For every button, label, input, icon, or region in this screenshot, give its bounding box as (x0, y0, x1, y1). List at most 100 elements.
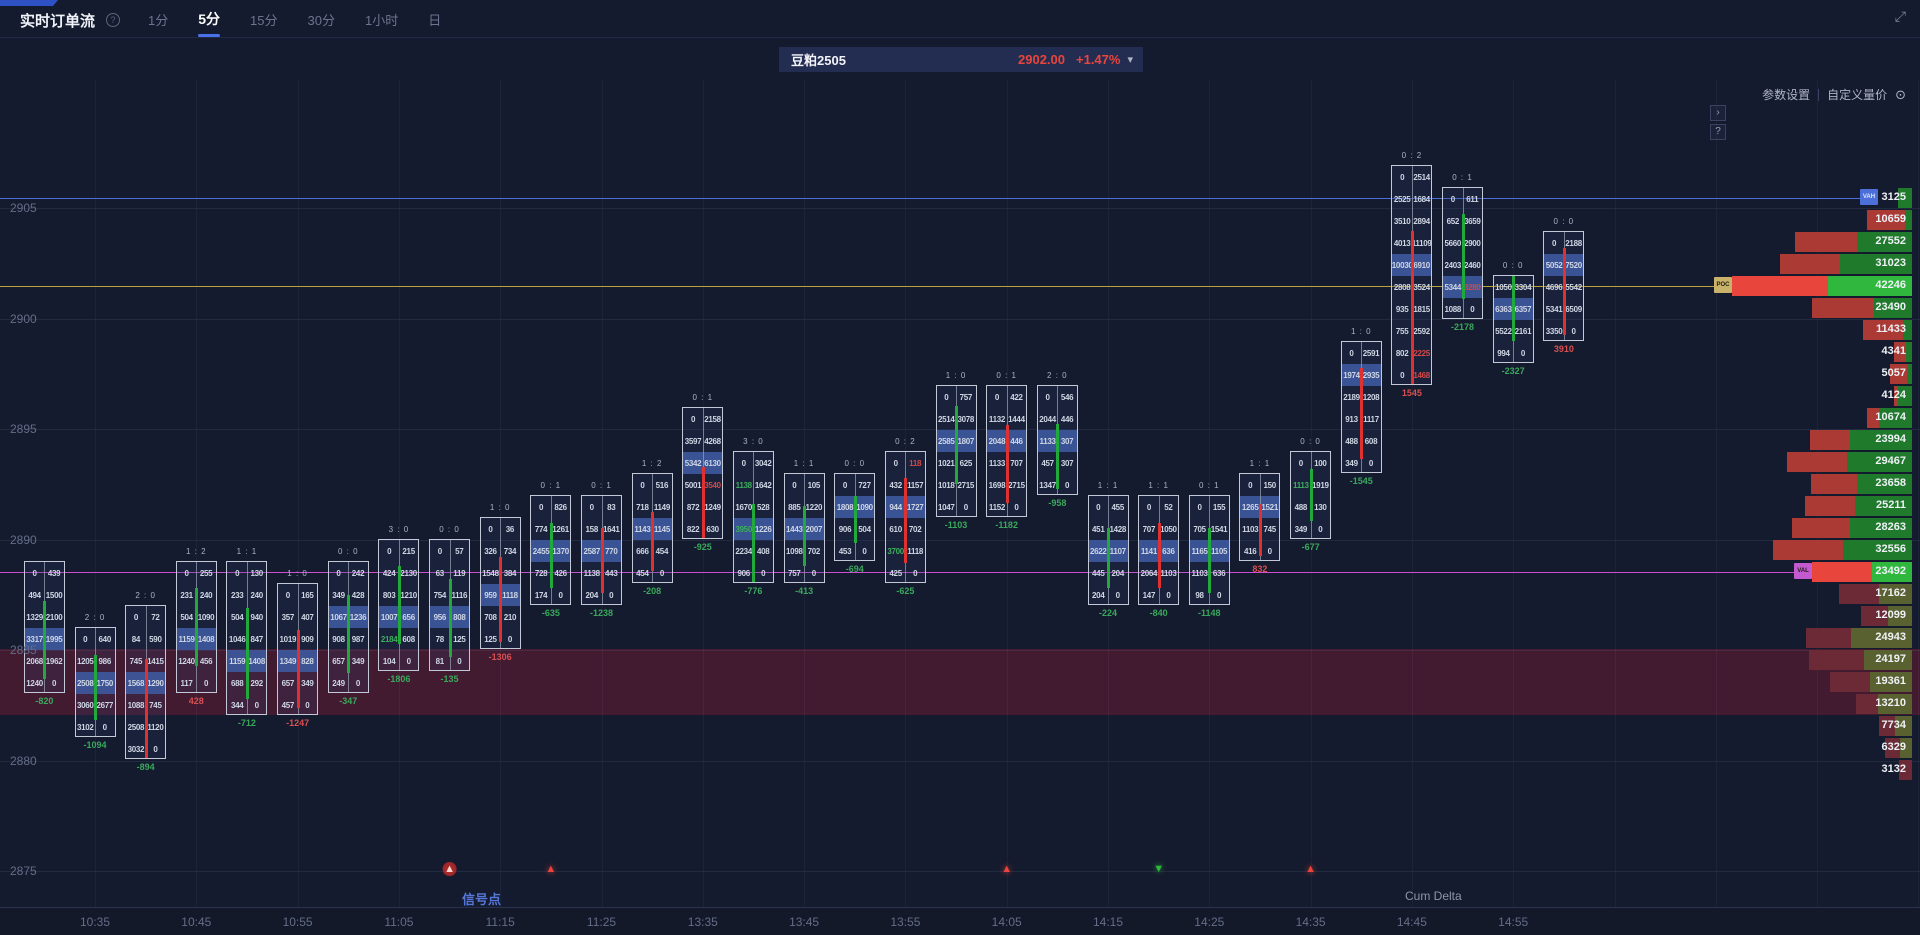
time-axis-label: 14:15 (1092, 915, 1124, 929)
footprint-row: 117 0 (177, 672, 216, 694)
ask-volume-cell: 57 (455, 546, 464, 556)
volume-buy-segment (1828, 276, 1912, 296)
bid-volume-cell: 204 (585, 590, 599, 600)
footprint-row: 494 1500 (25, 584, 64, 606)
imbalance-header: 2 : 0 (135, 591, 156, 600)
bid-volume-cell: 488 (1294, 502, 1308, 512)
gear-icon[interactable]: ⊙ (1895, 86, 1906, 102)
volume-profile-value: 23658 (1875, 477, 1906, 489)
footprint-box: 0 2514 2525 1684 3510 2894 4013 11109 10030 6910 2… (1391, 165, 1433, 385)
ask-volume-cell: 130 (1314, 502, 1327, 512)
footprint-row: 2189 1208 (1342, 386, 1381, 408)
time-axis-label: 10:35 (79, 915, 111, 929)
volume-buy-segment (1874, 298, 1912, 318)
ask-volume-cell: 636 (1162, 546, 1175, 556)
custom-volume-button[interactable]: 自定义量价 (1827, 88, 1888, 102)
bid-volume-cell: 2189 (1343, 392, 1360, 402)
tab-15分[interactable]: 15分 (250, 12, 278, 28)
signal-marker[interactable]: ▼ (1153, 863, 1165, 875)
signal-marker[interactable]: ▲ (1305, 863, 1317, 875)
volume-sell-segment (1732, 276, 1828, 296)
footprint-row: 504 1090 (177, 606, 216, 628)
footprint-row: 1205 986 (76, 650, 115, 672)
ask-volume-cell: 0 (558, 590, 563, 600)
signal-point-label[interactable]: 信号点 (462, 892, 502, 907)
ask-volume-cell: 119 (453, 568, 466, 578)
delta-bar (955, 405, 959, 484)
poc-marker: POC (1714, 277, 1732, 293)
column-delta-value: -776 (744, 586, 763, 596)
ask-volume-cell: 516 (655, 480, 669, 490)
signal-marker[interactable]: ▲ (442, 862, 457, 876)
help-icon[interactable]: ? (106, 13, 120, 27)
footprint-row: 504 940 (227, 606, 266, 628)
footprint-column: 0 439 494 1500 1329 2100 3317 1995 2068 1962 1240 0… (23, 561, 65, 706)
footprint-row: 774 1261 (531, 518, 570, 540)
volume-sell-segment (1899, 760, 1912, 780)
footprint-row: 1138 1642 (734, 474, 773, 496)
ask-volume-cell: 1261 (552, 524, 569, 534)
tab-1分[interactable]: 1分 (148, 12, 169, 28)
expand-panel-button[interactable]: › (1710, 105, 1726, 121)
footprint-column: 0 : 2 0 2514 2525 1684 3510 2894 4013 11109 10030… (1391, 151, 1433, 398)
bid-volume-cell: 0 (1298, 458, 1303, 468)
top-bar: 实时订单流 ? 1分 5分 15分 30分 1小时 日 ⤢ (0, 0, 1920, 38)
time-axis-label: 11:15 (485, 915, 515, 929)
ask-volume-cell: 1428 (1109, 524, 1127, 534)
volume-buy-segment (1840, 254, 1912, 274)
tab-日[interactable]: 日 (428, 12, 442, 28)
footprint-box: 0 36 326 734 1548 384 959 1118 708 210 125 0 (479, 517, 521, 649)
footprint-column: 0 : 0 0 242 349 428 1067 1236 908 987 657 349 249 0 -… (327, 547, 369, 706)
ask-volume-cell: 1641 (602, 524, 620, 534)
delta-bar (600, 528, 604, 594)
bid-volume-cell: 5344 (1444, 282, 1462, 292)
imbalance-header: 1 : 2 (186, 547, 207, 556)
footprint-row: 0 150 (1240, 474, 1279, 496)
tab-5分[interactable]: 5分 (196, 0, 222, 39)
footprint-box: 0 422 1132 1444 2048 446 1133 707 1698 2715 1152 0 (986, 385, 1028, 517)
bid-volume-cell: 349 (1294, 524, 1308, 534)
footprint-row: 0 826 (531, 496, 570, 518)
volume-profile-value: 3132 (1881, 763, 1906, 775)
signal-marker[interactable]: ▲ (1001, 863, 1013, 875)
volume-profile-row (1867, 210, 1912, 230)
footprint-row: 424 2130 (379, 562, 418, 584)
footprint-row: 1698 2715 (987, 474, 1026, 496)
bid-volume-cell: 504 (180, 612, 193, 622)
collapse-icon[interactable]: ⤢ (1894, 8, 1906, 24)
footprint-row: 1240 456 (177, 650, 216, 672)
tab-1小时[interactable]: 1小时 (364, 12, 399, 28)
footprint-row: 0 455 (1089, 496, 1128, 518)
help-panel-button[interactable]: ? (1710, 124, 1726, 140)
footprint-row: 147 0 (1139, 584, 1178, 606)
instrument-selector[interactable]: 豆粕2505 2902.00 +1.47% ▾ (779, 47, 1143, 72)
ask-volume-cell: 1815 (1413, 304, 1430, 314)
signal-marker[interactable]: ▲ (545, 863, 557, 875)
ask-volume-cell: 0 (1166, 590, 1171, 600)
footprint-box: 0 118 432 1157 944 1727 610 702 3700 1118 425 0 (884, 451, 926, 583)
bid-volume-cell: 745 (129, 656, 143, 666)
volume-buy-segment (1870, 672, 1912, 692)
volume-profile-value: 23490 (1875, 301, 1906, 313)
footprint-row: 0 255 (177, 562, 216, 584)
volume-profile-value: 17162 (1875, 587, 1906, 599)
time-gridline (601, 80, 603, 907)
bid-volume-cell: 1007 (380, 612, 398, 622)
param-settings-button[interactable]: 参数设置 (1762, 88, 1811, 102)
footprint-row: 0 2591 (1342, 342, 1381, 364)
footprint-box: 0 611 652 3659 5660 2900 2403 2460 5344 3280 1088 0 (1442, 187, 1484, 319)
ask-volume-cell: 407 (301, 612, 314, 622)
column-delta-value: -712 (237, 718, 256, 728)
volume-profile-row (1792, 518, 1912, 538)
ask-volume-cell: 1090 (856, 502, 873, 512)
ask-volume-cell: 0 (406, 656, 411, 666)
price-axis-label: 2895 (10, 422, 37, 436)
ask-volume-cell: 608 (1364, 436, 1378, 446)
tab-30分[interactable]: 30分 (307, 12, 335, 28)
delta-bar (701, 466, 705, 538)
cum-delta-label: Cum Delta (1405, 889, 1462, 903)
volume-profile-row (1732, 276, 1912, 296)
bid-volume-cell: 1132 (988, 414, 1006, 424)
ask-volume-cell: 1962 (45, 656, 63, 666)
bid-volume-cell: 63 (435, 568, 445, 578)
